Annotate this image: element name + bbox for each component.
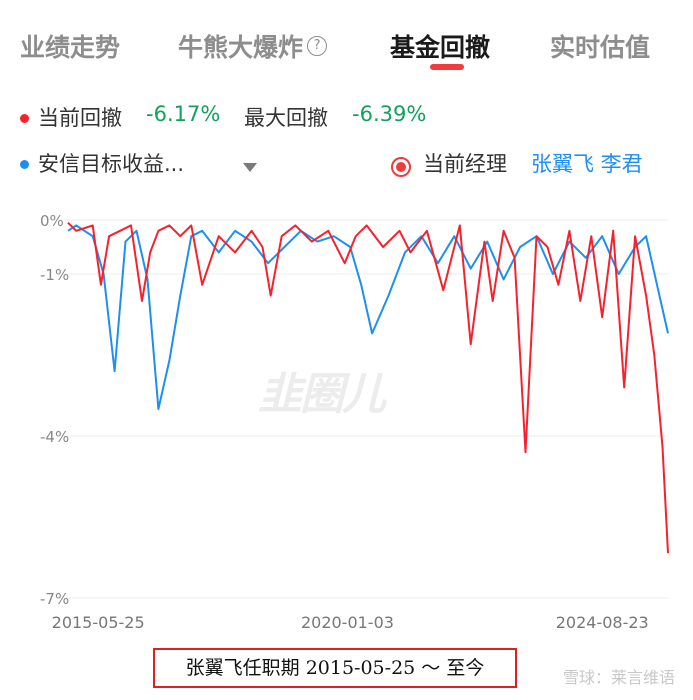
tab-drawdown-label: 基金回撤 (390, 33, 491, 62)
tab-bull-bear-label: 牛熊大爆炸 (178, 33, 304, 62)
drawdown-summary: 当前回撤 -6.17% 最大回撤 -6.39% (0, 102, 693, 142)
watermark-logo: 韭圈儿 (258, 369, 386, 420)
manager-toggle-label[interactable]: 当前经理 (423, 152, 507, 176)
current-drawdown-value: -6.17% (146, 102, 221, 126)
y-tick-label: 0% (40, 212, 64, 230)
legend-row: 安信目标收益... 当前经理 张翼飞 李君 (0, 148, 693, 188)
tab-drawdown[interactable]: 基金回撤 (390, 28, 490, 64)
y-tick-label: -1% (40, 266, 69, 284)
y-tick-label: -7% (40, 590, 69, 608)
y-tick-label: -4% (40, 428, 69, 446)
fund-drawdown-line (67, 221, 669, 554)
fund-series-dot (20, 114, 29, 123)
active-tab-indicator (430, 64, 464, 70)
source-watermark: 雪球：莱言维语 (562, 668, 675, 687)
x-tick-label: 2020-01-03 (301, 613, 394, 632)
tab-bar: 业绩走势 牛熊大爆炸? 基金回撤 实时估值 (0, 22, 693, 72)
current-drawdown-label: 当前回撤 (38, 106, 122, 130)
tab-realtime-estimate-label: 实时估值 (550, 33, 651, 62)
max-drawdown-value: -6.39% (352, 102, 427, 126)
help-icon[interactable]: ? (307, 36, 328, 56)
tab-performance-label: 业绩走势 (20, 33, 121, 62)
tab-realtime-estimate[interactable]: 实时估值 (550, 28, 650, 64)
max-drawdown-label: 最大回撤 (244, 106, 328, 130)
manager-names-link[interactable]: 张翼飞 李君 (531, 152, 643, 176)
tab-performance[interactable]: 业绩走势 (20, 28, 120, 64)
x-tick-label: 2015-05-25 (52, 613, 145, 632)
manager-tenure-box: 张翼飞任职期 2015-05-25 ～ 至今 (153, 648, 517, 688)
benchmark-drawdown-line (67, 224, 669, 410)
drawdown-chart: 0% -1% -4% -7% 2015-05-25 2020-01-03 2024-08-2… (40, 212, 669, 632)
benchmark-series-dot (20, 160, 29, 169)
chevron-down-icon[interactable] (243, 163, 257, 172)
manager-toggle-radio-icon[interactable] (391, 157, 411, 177)
tab-bull-bear[interactable]: 牛熊大爆炸? (178, 28, 328, 64)
x-tick-label: 2024-08-23 (556, 613, 649, 632)
fund-selector[interactable]: 安信目标收益... (38, 152, 185, 176)
